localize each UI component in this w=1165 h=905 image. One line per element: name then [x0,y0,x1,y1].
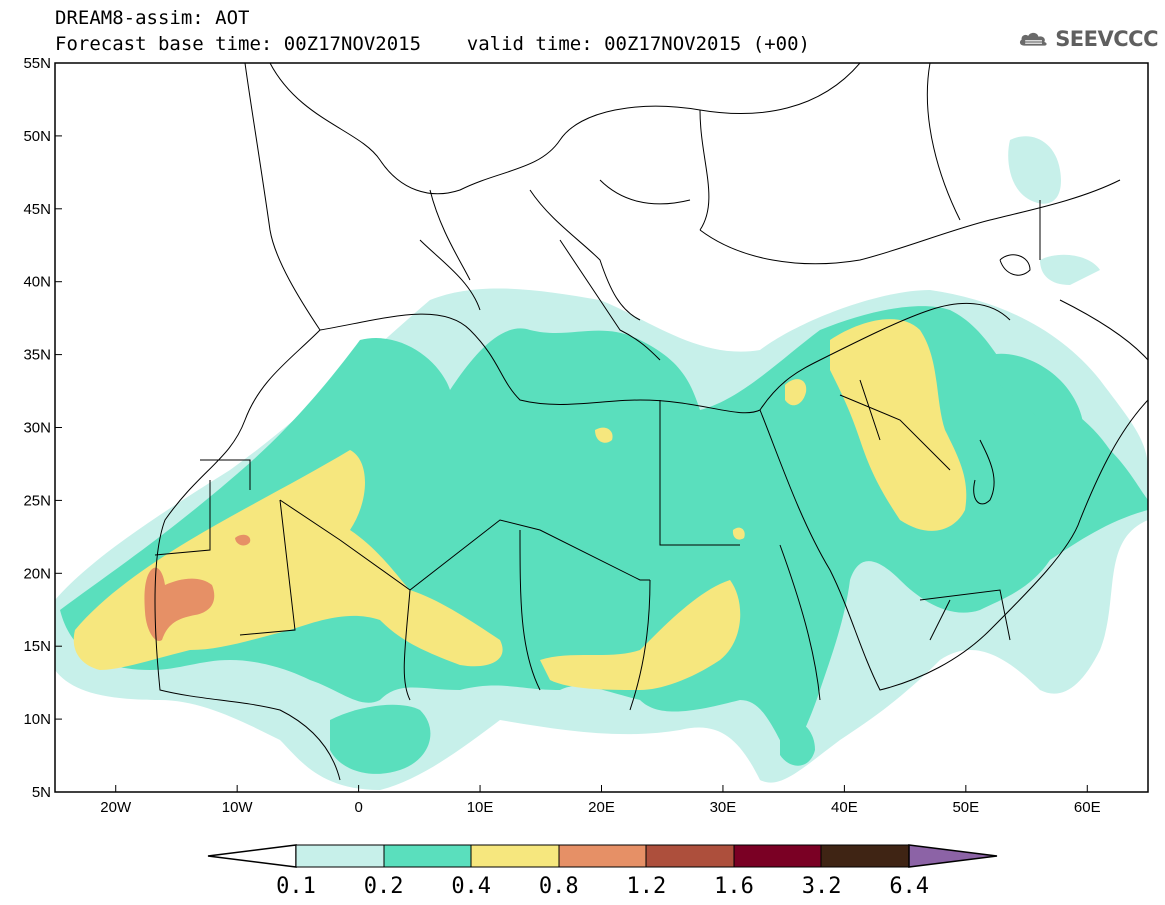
lat-label: 55N [23,55,51,72]
forecast-time-line: Forecast base time: 00Z17NOV2015 valid t… [55,33,810,55]
colorbar-arrow-low [207,844,297,868]
colorbar-label: 1.6 [714,874,754,899]
lat-label: 25N [23,492,51,509]
lat-label: 5N [32,784,51,801]
lat-label: 35N [23,347,51,364]
lon-label: 0 [354,799,362,816]
lon-label: 60E [1074,799,1101,816]
seevccc-logo: SEEVCCC [1018,22,1158,56]
lon-label: 40E [831,799,858,816]
colorbar-label: 0.2 [364,874,404,899]
title-block: DREAM8-assim: AOT Forecast base time: 00… [55,5,810,57]
latitude-ticks: 55N 50N 45N 40N 35N 30N 25N 20N 15N 10N 5N [23,55,62,801]
colorbar-label: 0.8 [539,874,579,899]
logo-text: SEEVCCC [1055,27,1158,51]
colorbar: 0.1 0.2 0.4 0.8 1.2 1.6 3.2 6.4 [207,844,998,899]
lat-label: 10N [23,711,51,728]
colorbar-swatch [820,844,910,868]
lon-label: 30E [710,799,737,816]
colorbar-label: 0.1 [276,874,316,899]
lon-label: 10W [222,799,254,816]
colorbar-swatch [383,844,472,868]
colorbar-swatch [295,844,385,868]
lat-label: 50N [23,128,51,145]
lon-label: 10E [467,799,494,816]
country-borders [154,63,1148,781]
colorbar-arrow-high [908,844,998,868]
lat-label: 20N [23,565,51,582]
lon-label: 20W [100,799,132,816]
lon-label: 50E [952,799,979,816]
colorbar-label: 3.2 [802,874,842,899]
colorbar-label: 0.4 [451,874,491,899]
colorbar-swatch [558,844,647,868]
colorbar-swatch [470,844,560,868]
longitude-ticks: 20W 10W 0 10E 20E 30E 40E 50E 60E [100,785,1101,816]
lat-label: 30N [23,420,51,437]
aot-band-0.8-1.2 [144,534,251,641]
chart-title: DREAM8-assim: AOT [55,7,250,29]
colorbar-swatch [733,844,822,868]
colorbar-swatch [645,844,735,868]
lat-label: 45N [23,201,51,218]
colorbar-label: 1.2 [627,874,667,899]
lat-label: 15N [23,638,51,655]
colorbar-label: 6.4 [889,874,929,899]
cloud-logo-icon [1019,32,1047,46]
aot-shading [55,136,1148,790]
lon-label: 20E [588,799,615,816]
lat-label: 40N [23,274,51,291]
colorbar-labels: 0.1 0.2 0.4 0.8 1.2 1.6 3.2 6.4 [276,874,929,899]
